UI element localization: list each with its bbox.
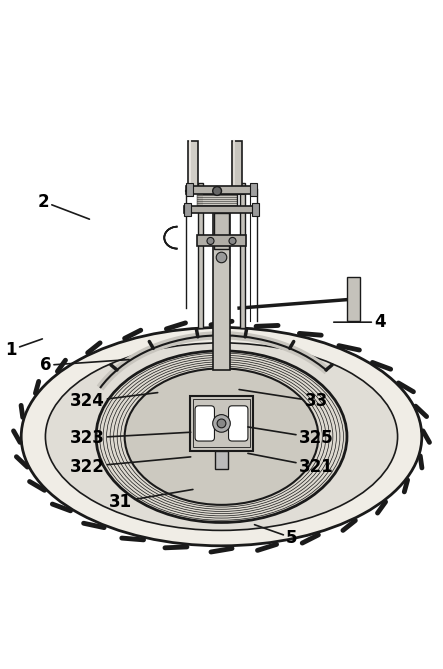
Bar — [213, 193, 230, 370]
Ellipse shape — [96, 351, 347, 522]
Bar — [197, 193, 202, 205]
Text: 325: 325 — [248, 427, 334, 447]
FancyBboxPatch shape — [229, 406, 248, 441]
Circle shape — [216, 252, 227, 263]
Text: 5: 5 — [255, 524, 298, 547]
Bar — [214, 249, 229, 266]
Bar — [252, 203, 259, 216]
Bar — [197, 193, 237, 205]
Text: 322: 322 — [70, 457, 190, 476]
Text: 321: 321 — [248, 454, 334, 476]
Ellipse shape — [124, 369, 319, 505]
Circle shape — [229, 237, 236, 244]
Ellipse shape — [21, 327, 422, 546]
Bar — [215, 451, 228, 468]
Bar — [193, 399, 250, 448]
Text: 324: 324 — [70, 393, 158, 410]
Ellipse shape — [46, 343, 397, 531]
Bar — [197, 235, 246, 246]
FancyBboxPatch shape — [195, 406, 214, 441]
Bar — [250, 183, 256, 196]
FancyBboxPatch shape — [198, 183, 203, 328]
Bar — [190, 396, 253, 451]
Text: 31: 31 — [109, 490, 193, 511]
FancyBboxPatch shape — [240, 183, 245, 328]
Text: 1: 1 — [5, 339, 43, 359]
Bar — [214, 213, 229, 249]
Bar — [187, 186, 256, 193]
Text: 323: 323 — [70, 429, 190, 447]
Circle shape — [213, 187, 222, 195]
Circle shape — [213, 415, 230, 432]
Text: 6: 6 — [40, 357, 129, 375]
Text: 4: 4 — [334, 313, 386, 331]
FancyBboxPatch shape — [232, 140, 242, 193]
Circle shape — [207, 237, 214, 244]
Text: 2: 2 — [37, 193, 89, 219]
Circle shape — [217, 419, 226, 428]
Text: 33: 33 — [239, 389, 328, 410]
Bar — [347, 277, 360, 321]
Bar — [187, 183, 193, 196]
Bar — [184, 203, 191, 216]
FancyBboxPatch shape — [188, 140, 198, 191]
Bar — [184, 205, 259, 213]
